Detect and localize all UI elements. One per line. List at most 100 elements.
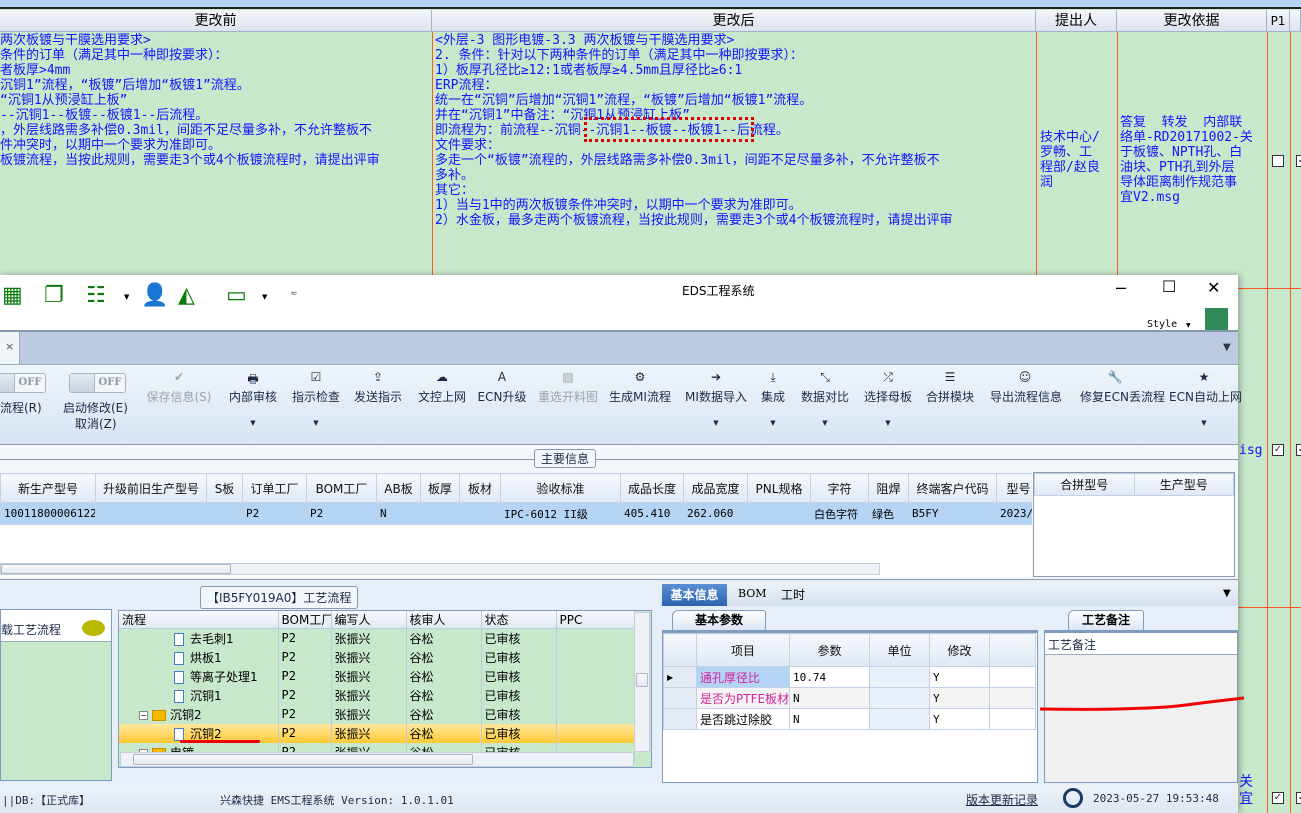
monitor-icon[interactable]: ▭ [226,283,247,308]
collapse-icon[interactable]: − [139,710,148,720]
ribbon-button[interactable]: ⤡ 数据对比 ▼ [790,365,860,445]
column-header[interactable]: 验收标准 [500,473,621,503]
chevron-down-icon[interactable]: ▼ [713,419,719,427]
param-value[interactable]: 10.74 [789,666,870,688]
p2-checkbox[interactable]: ✓ [1296,155,1301,167]
remark-textarea[interactable] [1045,656,1235,782]
chevron-down-icon[interactable]: ▼ [1223,342,1231,353]
grid-icon[interactable]: ☷ [86,283,106,308]
tree-row[interactable]: 沉铜1 P2 张振兴 谷松 已审核 [119,685,635,705]
tree-row[interactable]: 烘板1 P2 张振兴 谷松 已审核 [119,647,635,667]
column-header[interactable]: 板厚 [420,473,460,503]
toggle-switch[interactable]: OFF [69,373,126,393]
chevron-down-icon[interactable]: ▼ [770,419,776,427]
column-header[interactable]: BOM工厂 [306,473,377,503]
chevron-down-icon[interactable]: ▼ [250,419,256,427]
param-value[interactable]: N [789,687,870,709]
ribbon-button[interactable]: ▨ 重选开料图 [533,365,603,445]
column-header[interactable]: 参数 [789,633,870,667]
user-icon[interactable]: 👤 [141,283,169,308]
column-header[interactable]: AB板 [376,473,421,503]
column-header[interactable]: 升级前旧生产型号 [95,473,207,503]
column-header[interactable]: 成品长度 [620,473,684,503]
param-row[interactable]: 是否为PTFE板材 N Y [663,687,1036,709]
ribbon-button[interactable]: ⇪ 发送指示 [343,365,413,445]
p2-checkbox[interactable]: ✓ [1296,444,1301,456]
column-header[interactable]: 型号 [996,473,1032,503]
ribbon-button[interactable]: ➔ MI数据导入 ▼ [681,365,751,445]
toggle-switch[interactable]: OFF [0,373,46,393]
tab-work-hours[interactable]: 工时 [781,588,806,602]
area-chart-icon[interactable]: ◭ [178,283,195,308]
column-header[interactable]: 阻焊 [868,473,909,503]
column-header[interactable]: PNL规格 [747,473,811,503]
column-header[interactable]: 成品宽度 [683,473,748,503]
p1-checkbox[interactable]: ✓ [1272,792,1284,804]
changelog-link[interactable]: 版本更新记录 [966,793,1039,807]
column-header[interactable]: S板 [206,473,243,503]
param-value[interactable]: N [789,708,870,730]
p2-checkbox[interactable]: ✓ [1296,792,1301,804]
p1-checkbox[interactable]: ✓ [1272,444,1284,456]
column-header[interactable]: 单位 [869,633,930,667]
vertical-scrollbar[interactable] [634,612,650,752]
tab-bom[interactable]: BOM [738,587,767,600]
chevron-down-icon[interactable]: ▼ [313,419,319,427]
horizontal-scrollbar[interactable] [120,752,634,767]
column-header[interactable]: BOM工厂 [278,611,332,629]
tree-row[interactable]: 沉铜2 P2 张振兴 谷松 已审核 [119,723,635,743]
windows-logo-icon[interactable] [1204,308,1228,330]
ribbon-button[interactable]: ✔ 保存信息(S) [144,365,214,445]
chevron-down-icon[interactable]: ▼ [262,293,268,301]
table-row[interactable]: 10011800006122 P2 P2 N IPC-6012 II级 405.410 26… [0,502,1032,525]
ribbon-button[interactable]: ⤓ 集成 ▼ [738,365,808,445]
ribbon-button[interactable]: 🔧 修复ECN丢流程 [1080,365,1165,445]
tab-basic-info[interactable]: 基本信息 [662,584,727,606]
chevron-down-icon[interactable]: ▼ [1201,419,1207,427]
minimize-button[interactable]: ─ [1116,279,1126,298]
column-header[interactable]: 订单工厂 [242,473,307,503]
ribbon-button[interactable]: ☁ 文控上网 [407,365,477,445]
chevron-down-icon[interactable]: ▼ [1186,322,1191,329]
column-header[interactable]: 修改 [929,633,990,667]
close-tab-icon[interactable]: × [5,340,15,353]
tree-row[interactable]: − 沉铜2 P2 张振兴 谷松 已审核 [119,704,635,724]
tab-basic-params[interactable]: 基本参数 [672,610,766,630]
column-header[interactable]: 状态 [481,611,557,629]
column-header[interactable]: 板材 [459,473,501,503]
row-selector[interactable] [663,687,697,709]
column-header[interactable]: PPC [556,611,635,629]
ribbon-button[interactable]: A ECN升级 [467,365,537,445]
ribbon-button[interactable]: ☺ 导出流程信息 [990,365,1062,445]
chevron-down-icon[interactable]: ▼ [1223,588,1231,599]
column-header[interactable]: 新生产型号 [0,473,96,503]
ribbon-button[interactable]: 🖶 内部审核 ▼ [218,365,288,445]
ribbon-button[interactable]: ★ ECN自动上网 ▼ [1169,365,1242,445]
p1-checkbox[interactable] [1272,155,1284,167]
style-dropdown[interactable]: Style [1147,319,1178,330]
column-header[interactable]: 流程 [119,611,279,629]
param-row[interactable]: ▶ 通孔厚径比 10.74 Y [663,666,1036,688]
column-header[interactable]: 核审人 [406,611,482,629]
load-process-label[interactable]: 载工艺流程 [1,623,62,637]
chevron-down-icon[interactable]: ▼ [124,293,130,301]
ribbon-button[interactable]: ⤮ 选择母板 ▼ [853,365,923,445]
column-header[interactable]: 项目 [696,633,790,667]
horizontal-scrollbar[interactable] [0,563,880,575]
column-header[interactable]: 终端客户代码 [908,473,997,503]
ribbon-button[interactable]: ☰ 合拼模块 [915,365,985,445]
column-header[interactable]: 字符 [810,473,869,503]
column-header[interactable]: 生产型号 [1133,473,1234,496]
chevron-down-icon[interactable]: ▼ [885,419,891,427]
document-tab[interactable]: × [0,332,20,364]
maximize-button[interactable]: ☐ [1162,277,1177,296]
row-selector[interactable]: ▶ [663,666,697,688]
param-row[interactable]: 是否跳过除胶 N Y [663,708,1036,730]
column-header[interactable]: 编写人 [331,611,407,629]
ribbon-button[interactable]: ⚙ 生成MI流程 [605,365,675,445]
row-selector[interactable] [663,708,697,730]
column-header[interactable]: 合拼型号 [1034,473,1135,496]
tree-row[interactable]: 去毛刺1 P2 张振兴 谷松 已审核 [119,628,635,648]
copy-icon[interactable]: ❐ [44,283,64,308]
film-icon[interactable]: ▦ [2,283,23,308]
